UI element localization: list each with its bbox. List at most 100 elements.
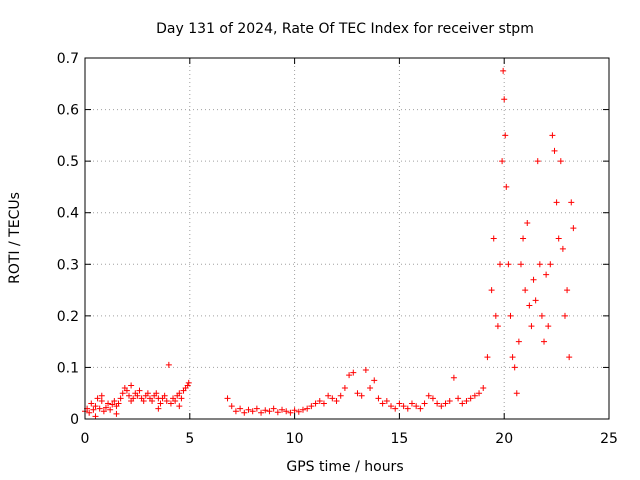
data-point [308, 403, 315, 410]
data-point [119, 390, 126, 397]
data-point [123, 387, 130, 394]
data-point [526, 302, 533, 309]
data-point [136, 387, 143, 394]
data-point [501, 96, 508, 103]
data-point [113, 410, 120, 417]
data-point [157, 400, 164, 407]
x-tick-label: 10 [286, 431, 304, 447]
data-point [262, 407, 269, 414]
data-point [459, 400, 466, 407]
data-point [337, 392, 344, 399]
data-point [316, 397, 323, 404]
y-tick-label: 0.5 [57, 154, 79, 170]
x-tick-label: 15 [390, 431, 408, 447]
y-axis-ticks: 0 0.1 0.2 0.3 0.4 0.5 0.6 0.7 [57, 51, 609, 428]
data-point [534, 158, 541, 165]
data-point [553, 199, 560, 206]
data-point [134, 392, 141, 399]
data-point [341, 385, 348, 392]
data-point [107, 406, 114, 413]
data-point [98, 397, 105, 404]
data-point [102, 404, 109, 411]
data-point [517, 261, 524, 268]
data-point [530, 276, 537, 283]
data-point [536, 261, 543, 268]
data-point [392, 405, 399, 412]
data-point [413, 403, 420, 410]
data-point [559, 245, 566, 252]
data-point [446, 397, 453, 404]
data-point [100, 408, 107, 415]
data-point [538, 312, 545, 319]
data-point [232, 408, 239, 415]
data-point [266, 408, 273, 415]
data-point [476, 390, 483, 397]
y-tick-label: 0.2 [57, 309, 79, 325]
data-point [450, 374, 457, 381]
data-point [245, 406, 252, 413]
data-point [178, 395, 185, 402]
data-point [425, 392, 432, 399]
data-point [455, 395, 462, 402]
data-point [329, 395, 336, 402]
data-point [507, 312, 514, 319]
data-point [94, 395, 101, 402]
y-axis-label: ROTI / TECUs [7, 192, 23, 284]
data-point [333, 397, 340, 404]
data-point [471, 392, 478, 399]
data-point [295, 408, 302, 415]
data-point [274, 409, 281, 416]
data-point [362, 367, 369, 374]
data-point [513, 390, 520, 397]
data-point [551, 147, 558, 154]
data-point [109, 401, 116, 408]
y-tick-label: 0.3 [57, 257, 79, 273]
data-point [144, 390, 151, 397]
data-point [258, 409, 265, 416]
data-point [505, 261, 512, 268]
data-point [417, 405, 424, 412]
data-point [105, 400, 112, 407]
data-point [270, 405, 277, 412]
grid-lines [85, 58, 609, 419]
data-point [442, 400, 449, 407]
data-point [241, 409, 248, 416]
y-tick-label: 0.6 [57, 103, 79, 119]
data-point [92, 413, 99, 420]
data-point [383, 397, 390, 404]
data-point [358, 392, 365, 399]
data-point [500, 67, 507, 74]
data-point [555, 235, 562, 242]
data-point [488, 287, 495, 294]
y-tick-label: 0.4 [57, 206, 79, 222]
data-point [557, 158, 564, 165]
data-point [304, 405, 311, 412]
data-point [421, 400, 428, 407]
data-point [287, 409, 294, 416]
data-point [494, 323, 501, 330]
y-tick-label: 0.7 [57, 51, 79, 67]
data-point [155, 405, 162, 412]
data-point [249, 408, 256, 415]
data-point [499, 158, 506, 165]
data-point [253, 405, 260, 412]
data-point [237, 405, 244, 412]
data-point [279, 406, 286, 413]
data-point [566, 354, 573, 361]
data-point [149, 397, 156, 404]
data-point [541, 338, 548, 345]
data-point [283, 408, 290, 415]
data-point [184, 382, 191, 389]
x-tick-label: 5 [185, 431, 194, 447]
data-point [400, 403, 407, 410]
data-point [350, 369, 357, 376]
data-point [467, 395, 474, 402]
data-point [153, 390, 160, 397]
data-point [167, 400, 174, 407]
data-point [291, 407, 298, 414]
data-point [564, 287, 571, 294]
data-point [128, 382, 135, 389]
data-point [325, 392, 332, 399]
data-point [404, 405, 411, 412]
y-tick-label: 0.1 [57, 360, 79, 376]
